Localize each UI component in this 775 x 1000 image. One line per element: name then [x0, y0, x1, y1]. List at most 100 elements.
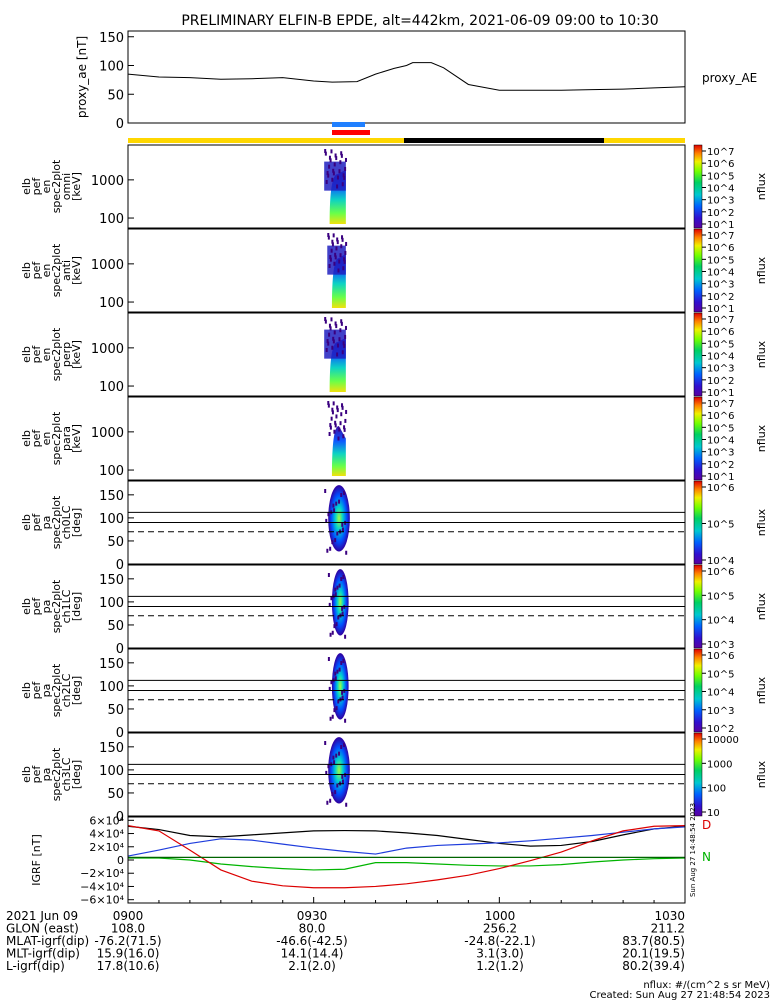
pitch-angle-flux-region [328, 737, 350, 804]
pitch-angle-speckle [333, 760, 336, 765]
ytick-label: 50 [107, 787, 124, 802]
spectrogram-speckle [336, 237, 339, 242]
spectrogram-speckle [341, 237, 344, 242]
spectrogram-high-energy-band [324, 161, 346, 191]
spectrogram-speckle [332, 401, 335, 406]
panel-ylabel-line: elb [20, 430, 33, 447]
panel-ylabel-line: elb [20, 682, 33, 699]
spectrogram-speckle [338, 169, 341, 174]
spectrogram-speckle [331, 410, 334, 415]
spectrogram-speckle [343, 175, 346, 180]
colorbar-tick-label: 10^3 [707, 706, 734, 717]
colorbar [693, 144, 703, 229]
spectrogram-speckle [336, 405, 339, 410]
spectrogram-speckle [339, 328, 342, 333]
pitch-angle-speckle [328, 686, 331, 691]
igrf-series-blue [127, 826, 686, 857]
pitch-angle-speckle [329, 798, 332, 803]
spectrogram-speckle [328, 323, 331, 328]
colorbar-tick-label: 10^5 [707, 591, 734, 602]
panel-ylabel-line: spec2plot [50, 327, 63, 381]
panel-ylabel-line: anti [60, 260, 73, 281]
spectrogram-speckle [339, 253, 342, 258]
pitch-angle-speckle [334, 592, 337, 597]
pitch-angle-speckle [338, 751, 341, 756]
spectrogram-speckle [329, 326, 332, 331]
spectrogram-speckle [327, 173, 330, 178]
colorbar-tick-label: 10^2 [707, 208, 734, 219]
science-zone-bar-red [332, 130, 370, 135]
panel-ylabel-line: [deg] [70, 676, 83, 705]
panel-ylabel-line: en [40, 348, 53, 362]
footer-row-value: 256.2 [483, 922, 517, 936]
panel-ylabel-line: ch0LC [60, 505, 73, 539]
colorbar-tick-label: 10^5 [707, 255, 734, 266]
spectrogram-speckle [344, 166, 347, 171]
footer-row-value: 3.1(3.0) [476, 947, 524, 961]
panel-ylabel-line: pa [40, 684, 53, 698]
pitch-angle-speckle [327, 512, 330, 517]
pitch-angle-speckle [345, 802, 348, 807]
ytick-label: 50 [107, 619, 124, 634]
pitch-angle-speckle [327, 764, 330, 769]
ytick-label: 0 [116, 558, 124, 573]
pitch-angle-speckle [336, 669, 339, 674]
spectrogram-speckle [339, 160, 342, 165]
science-zone-bar-blue [332, 122, 365, 127]
spectrogram-speckle [338, 337, 341, 342]
footer-row-value: -46.6(-42.5) [276, 934, 347, 948]
spectrogram-speckle [345, 241, 348, 246]
pitch-angle-speckle [331, 540, 334, 545]
footer-row-value: 211.2 [651, 922, 685, 936]
panel-ylabel-line: [deg] [70, 592, 83, 621]
spectrogram-high-energy-band [324, 329, 346, 359]
ytick-label: 100 [99, 764, 124, 779]
pitch-angle-speckle [342, 574, 345, 579]
colorbar-tick-label: 10000 [707, 735, 739, 746]
colorbar-tick-label: 10^7 [707, 315, 734, 326]
proxy-ae-frame [127, 30, 686, 124]
pitch-angle-flux-region [328, 485, 350, 552]
panel-frame [127, 228, 686, 313]
panel-ylabel-line: spec2plot [50, 747, 63, 801]
colorbar-tick-label: 10^6 [707, 567, 734, 578]
spectrogram-speckle [341, 405, 344, 410]
colorbar-tick-label: 10^4 [707, 556, 734, 567]
spectrogram-speckle [324, 319, 327, 324]
colorbar-tick-label: 10^6 [707, 411, 734, 422]
spectrogram-speckle [335, 324, 338, 329]
spectrogram-panel-4: 1000100elbpefenspec2plotpara[keV]10^710^… [20, 396, 768, 483]
spectrogram-speckle [335, 414, 338, 419]
footer-row-value: -76.2(71.5) [94, 934, 161, 948]
pitch-angle-speckle [343, 742, 346, 747]
spectrogram-speckle [343, 343, 346, 348]
colorbar-tick-label: 10^6 [707, 159, 734, 170]
spectrogram-speckle [334, 255, 337, 260]
pitch-angle-speckle [333, 624, 336, 629]
pitch-angle-speckle [327, 573, 330, 577]
pitch-angle-speckle [341, 695, 344, 700]
spectrogram-speckle [344, 418, 347, 423]
panel-ylabel-line: pef [30, 513, 43, 532]
spectrogram-speckle [336, 184, 339, 189]
spectrogram-speckle [331, 239, 334, 244]
ytick-label: 100 [99, 60, 124, 75]
ytick-label: 150 [99, 31, 124, 46]
ytick-label: 0 [116, 810, 124, 825]
spectrogram-speckle [335, 156, 338, 161]
figure-title: PRELIMINARY ELFIN-B EPDE, alt=442km, 202… [181, 13, 658, 29]
spectrogram-speckle [341, 350, 344, 355]
footer-row-value: 1.2(1.2) [476, 959, 524, 973]
colorbar-tick-label: 10^6 [707, 651, 734, 662]
colorbar-tick-label: 10^7 [707, 147, 734, 158]
spectrogram-speckle [330, 149, 333, 154]
pitch-angle-speckle [329, 546, 332, 551]
pitch-angle-speckle [327, 657, 330, 661]
created-stamp: Created: Sun Aug 27 21:48:54 2023 [590, 990, 770, 1000]
spectrogram-speckle [332, 171, 335, 176]
ytick-label: 50 [107, 535, 124, 550]
colorbar-tick-label: 10^2 [707, 376, 734, 387]
spectrogram-speckle [334, 153, 337, 158]
